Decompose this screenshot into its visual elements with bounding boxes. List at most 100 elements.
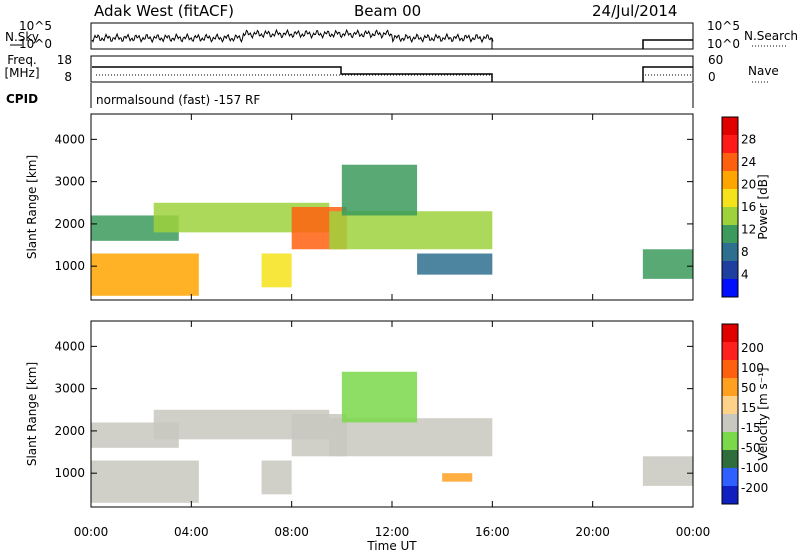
- freq-trace-late: [642, 66, 693, 82]
- nave-tick-top: 60: [708, 53, 723, 67]
- velocity-cbar-tick-1: 100: [741, 361, 764, 375]
- power-ytick-1: 2000: [54, 217, 85, 231]
- nsearch-tick-bottom: 10^0: [707, 37, 740, 51]
- xtick-0: 00:00: [74, 525, 109, 539]
- power-cbar-cell-8: [722, 261, 738, 279]
- xtick-3: 12:00: [375, 525, 410, 539]
- nsky-tick-top: 10^5: [19, 19, 52, 33]
- velocity-cbar-cell-2: [722, 360, 738, 378]
- nsky-label: N.Sky: [5, 30, 39, 44]
- velocity-cbar-tick-5: -50: [741, 441, 761, 455]
- power-cbar-cell-4: [722, 189, 738, 207]
- velocity-ytick-2: 3000: [54, 382, 85, 396]
- nsearch-label: N.Search: [744, 29, 798, 43]
- power-bands: [91, 164, 693, 296]
- velocity-cbar-tick-6: -100: [741, 461, 768, 475]
- cpid-label: CPID: [6, 92, 38, 106]
- velocity-cbar-cell-8: [722, 468, 738, 486]
- velocity-cbar-cell-4: [722, 396, 738, 414]
- velocity-cbar-cell-5: [722, 414, 738, 432]
- velocity-band-6: [341, 371, 418, 423]
- velocity-band-0: [91, 460, 199, 503]
- power-cbar-cell-3: [722, 171, 738, 189]
- velocity-cbar-tick-3: 15: [741, 401, 756, 415]
- freq-frame: [90, 55, 694, 83]
- xtick-2: 08:00: [274, 525, 309, 539]
- nave-label: Nave: [748, 64, 779, 78]
- power-yticks: 1000 2000 3000 4000: [54, 132, 693, 273]
- xtick-6: 00:00: [676, 525, 711, 539]
- freq-panel: Freq. [MHz] 18 8 60 0 Nave: [4, 53, 778, 84]
- power-band-3: [261, 253, 292, 288]
- velocity-ylabel: Slant Range [km]: [25, 362, 39, 466]
- power-cbar-tick-3: 16: [741, 200, 756, 214]
- date-title: 24/Jul/2014: [592, 2, 678, 20]
- power-ytick-0: 1000: [54, 259, 85, 273]
- velocity-cbar-tick-7: -200: [741, 481, 768, 495]
- power-cbar-cell-6: [722, 225, 738, 243]
- power-band-8: [642, 249, 693, 279]
- power-band-5: [329, 211, 493, 250]
- power-band-0: [91, 253, 199, 296]
- velocity-panel: 1000 2000 3000 4000 Slant Range [km] 200 100…: [25, 320, 770, 508]
- velocity-cbar-tick-0: 200: [741, 341, 764, 355]
- velocity-band-3: [261, 460, 292, 495]
- velocity-cbar-tick-4: -15: [741, 421, 761, 435]
- velocity-cbar-cell-3: [722, 378, 738, 396]
- station-title: Adak West (fitACF): [94, 2, 234, 20]
- nave-tick-bottom: 0: [708, 70, 716, 84]
- cpid-panel: CPID normalsound (fast) -157 RF: [6, 83, 694, 108]
- freq-unit: [MHz]: [4, 66, 39, 80]
- velocity-bands: [91, 371, 693, 503]
- power-cbar-tick-2: 12: [741, 223, 756, 237]
- velocity-band-7: [442, 473, 473, 482]
- freq-trace: [92, 66, 493, 82]
- velocity-cbar-tick-2: 50: [741, 381, 756, 395]
- cpid-text: normalsound (fast) -157 RF: [96, 93, 260, 107]
- xtick-5: 20:00: [575, 525, 610, 539]
- power-colorbar: 4 8 12 16 20 24 28: [721, 116, 756, 298]
- xlabel: Time UT: [366, 539, 417, 553]
- nsky-tick-bottom: 10^0: [19, 37, 52, 51]
- power-cbar-tick-5: 24: [741, 155, 756, 169]
- velocity-cbar-cell-1: [722, 342, 738, 360]
- nsearch-tick-top: 10^5: [707, 19, 740, 33]
- nsky-panel: N.Sky 10^5 10^0 10^5 10^0 N.Search: [5, 19, 798, 51]
- power-cbar-cell-2: [722, 153, 738, 171]
- power-cbar-cell-5: [722, 207, 738, 225]
- power-band-6: [341, 164, 418, 216]
- power-cbar-cell-9: [722, 279, 738, 297]
- velocity-cbar-label: Velocity [m s⁻¹]: [756, 367, 770, 460]
- velocity-cbar-cell-9: [722, 486, 738, 504]
- velocity-ytick-3: 4000: [54, 339, 85, 353]
- power-band-7: [417, 253, 493, 275]
- nsky-trace-late: [642, 39, 693, 49]
- nsky-trace: [91, 28, 494, 49]
- power-ylabel: Slant Range [km]: [25, 155, 39, 259]
- power-cbar-tick-6: 28: [741, 133, 756, 147]
- power-cbar-tick-4: 20: [741, 178, 756, 192]
- power-cbar-cell-0: [722, 117, 738, 135]
- velocity-band-5: [329, 418, 493, 457]
- velocity-ytick-0: 1000: [54, 466, 85, 480]
- velocity-ytick-1: 2000: [54, 424, 85, 438]
- velocity-band-8: [642, 456, 693, 486]
- velocity-yticks: 1000 2000 3000 4000: [54, 339, 693, 480]
- nsky-frame: [90, 22, 694, 50]
- velocity-colorbar: 200 100 50 15 -15 -50 -100 -200: [721, 323, 768, 505]
- power-ytick-2: 3000: [54, 175, 85, 189]
- velocity-cbar-cell-0: [722, 324, 738, 342]
- freq-tick-bottom: 8: [64, 70, 72, 84]
- velocity-cbar-frame: [721, 323, 739, 505]
- freq-tick-top: 18: [57, 53, 72, 67]
- beam-title: Beam 00: [354, 2, 422, 20]
- power-cbar-label: Power [dB]: [756, 174, 770, 239]
- velocity-cbar-cell-6: [722, 432, 738, 450]
- xtick-1: 04:00: [174, 525, 209, 539]
- power-cbar-cell-1: [722, 135, 738, 153]
- power-cbar-tick-0: 4: [741, 268, 749, 282]
- power-panel: 1000 2000 3000 4000 Slant Range [km] 4 8 12 16…: [25, 113, 770, 301]
- time-axis: 00:00 04:00 08:00 12:00 16:00 20:00 00:00: [74, 114, 711, 539]
- freq-label: Freq.: [7, 53, 37, 67]
